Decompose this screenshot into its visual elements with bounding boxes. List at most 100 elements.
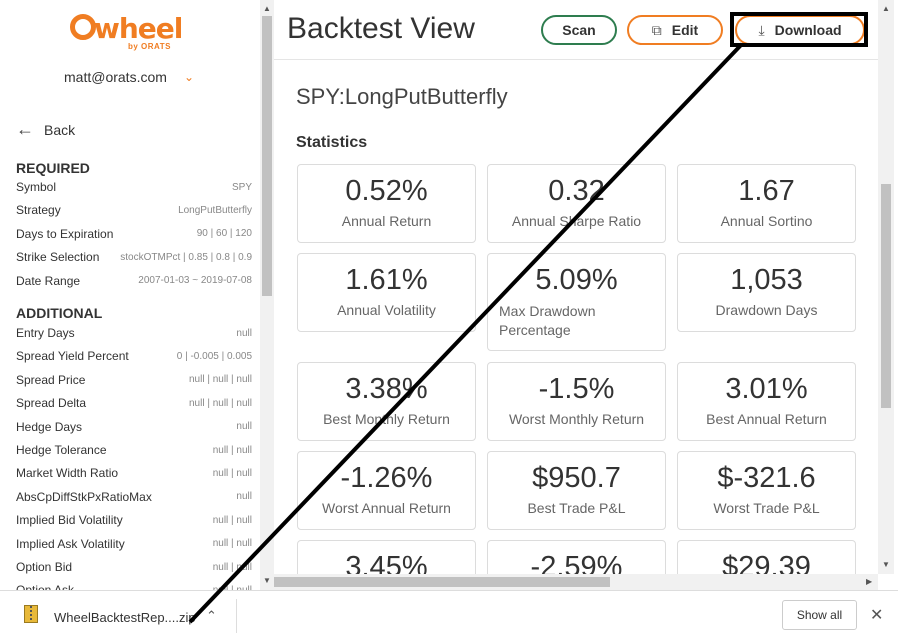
wheel-logo-icon: [70, 14, 96, 40]
stat-label: Drawdown Days: [715, 302, 818, 318]
param-name: Spread Delta: [16, 396, 87, 411]
user-email[interactable]: matt@orats.com: [64, 69, 167, 85]
scroll-right-icon[interactable]: ▶: [866, 577, 873, 586]
param-name: Strike Selection: [16, 250, 100, 265]
param-name: Symbol: [16, 180, 57, 194]
stat-value: 0.32: [548, 175, 605, 207]
param-value: 90 | 60 | 120: [196, 228, 252, 240]
stat-card: -2.59%: [487, 540, 666, 574]
param-name: Implied Bid Volatility: [16, 513, 123, 528]
param-name: Option Ask: [16, 583, 74, 590]
download-button[interactable]: ⤓ Download: [735, 15, 865, 45]
required-row: Symbol SPY: [16, 177, 252, 197]
stat-label: Annual Volatility: [337, 302, 436, 318]
stat-card: 1.67 Annual Sortino: [677, 164, 856, 243]
scan-button[interactable]: Scan: [541, 15, 617, 45]
param-name: Implied Ask Volatility: [16, 536, 125, 551]
param-name: AbsCpDiffStkPxRatioMax: [16, 489, 152, 504]
back-link[interactable]: ← Back: [16, 119, 75, 140]
param-name: Option Bid: [16, 560, 73, 574]
param-name: Date Range: [16, 273, 81, 288]
header: Backtest View Scan ⧉ Edit ⤓ Download: [274, 0, 878, 60]
required-title: REQUIRED: [16, 160, 90, 176]
param-value: null | null: [212, 514, 252, 526]
edit-button[interactable]: ⧉ Edit: [627, 15, 723, 45]
stat-card: 0.52% Annual Return: [297, 164, 476, 243]
stat-value: 0.52%: [345, 175, 428, 207]
stat-card: 3.38% Best Monthly Return: [297, 362, 476, 441]
stat-label: Worst Annual Return: [322, 500, 451, 516]
main-vertical-scrollbar[interactable]: ▲ ▼: [878, 0, 894, 574]
stat-card: 0.32 Annual Sharpe Ratio: [487, 164, 666, 243]
horizontal-scroll-thumb[interactable]: [274, 577, 610, 587]
param-value: null: [236, 491, 252, 503]
stat-label: Annual Return: [341, 213, 432, 229]
sidebar-scroll-thumb[interactable]: [262, 16, 272, 296]
scan-label: Scan: [562, 22, 596, 38]
param-name: Hedge Tolerance: [16, 443, 107, 457]
required-row: Date Range 2007-01-03 ~ 2019-07-08: [16, 271, 252, 291]
param-value: SPY: [231, 181, 252, 193]
close-icon[interactable]: ✕: [870, 607, 884, 624]
param-value: 2007-01-03 ~ 2019-07-08: [138, 275, 252, 287]
param-value: null | null: [212, 444, 252, 456]
additional-title: ADDITIONAL: [16, 305, 103, 321]
stat-label: Worst Trade P&L: [713, 500, 820, 516]
param-value: null: [236, 421, 252, 433]
stat-value: 1.67: [738, 175, 795, 207]
additional-row: Market Width Ratio null | null: [16, 463, 252, 483]
statistics-title: Statistics: [296, 134, 368, 151]
stat-label: Annual Sharpe Ratio: [511, 213, 642, 229]
stat-card: 5.09% Max Drawdown Percentage: [487, 253, 666, 351]
required-row: Days to Expiration 90 | 60 | 120: [16, 224, 252, 244]
main-scroll-thumb[interactable]: [881, 184, 891, 408]
scroll-up-icon[interactable]: ▲: [263, 4, 271, 13]
required-row: Strike Selection stockOTMPct | 0.85 | 0.8…: [16, 247, 252, 267]
stat-value: $-321.6: [717, 462, 816, 494]
additional-row: Spread Delta null | null | null: [16, 393, 252, 413]
param-name: Strategy: [16, 203, 61, 218]
edit-label: Edit: [671, 22, 699, 38]
stat-label: Best Monthly Return: [323, 411, 450, 427]
stat-value: $29.39: [722, 551, 811, 574]
param-name: Days to Expiration: [16, 226, 114, 241]
required-row: Strategy LongPutButterfly: [16, 200, 252, 220]
param-name: Hedge Days: [16, 419, 83, 434]
scroll-down-icon[interactable]: ▼: [882, 560, 890, 569]
sidebar-scrollbar[interactable]: ▲ ▼: [260, 0, 274, 590]
stat-value: 1.61%: [345, 264, 428, 296]
stat-value: -1.5%: [538, 373, 615, 405]
download-bar: WheelBacktestRep....zip ⌃ Show all ✕: [0, 590, 898, 639]
additional-row: AbsCpDiffStkPxRatioMax null: [16, 487, 252, 507]
stat-card: -1.26% Worst Annual Return: [297, 451, 476, 530]
back-label: Back: [44, 121, 76, 138]
param-value: null | null: [212, 538, 252, 550]
download-filename[interactable]: WheelBacktestRep....zip: [54, 610, 196, 625]
param-value: LongPutButterfly: [178, 204, 252, 216]
stat-value: 3.45%: [345, 551, 428, 574]
main-content: SPY:LongPutButterfly Statistics 0.52% Ann…: [274, 60, 878, 574]
stat-label: Worst Monthly Return: [508, 411, 645, 427]
scroll-up-icon[interactable]: ▲: [882, 4, 890, 13]
download-label: Download: [774, 22, 842, 38]
param-value: null | null: [212, 467, 252, 479]
stat-card: $29.39: [677, 540, 856, 574]
param-name: Spread Price: [16, 372, 86, 387]
stat-label: Annual Sortino: [720, 213, 813, 229]
chevron-down-icon[interactable]: ⌄: [184, 70, 195, 84]
main-horizontal-scrollbar[interactable]: ▶: [274, 574, 878, 590]
param-value: null | null | null: [188, 397, 252, 409]
logo-by-text: by ORATS: [128, 42, 171, 51]
additional-row: Option Bid null | null: [16, 557, 252, 577]
chevron-up-icon[interactable]: ⌃: [206, 608, 217, 623]
stat-label: Best Annual Return: [706, 411, 827, 427]
stat-card: 1,053 Drawdown Days: [677, 253, 856, 332]
wheel-logo[interactable]: wheel by ORATS: [70, 12, 183, 52]
show-all-button[interactable]: Show all: [782, 600, 857, 630]
stat-card: -1.5% Worst Monthly Return: [487, 362, 666, 441]
stat-label: Max Drawdown Percentage: [499, 303, 596, 338]
param-name: Market Width Ratio: [16, 466, 119, 481]
scroll-down-icon[interactable]: ▼: [263, 576, 271, 585]
param-value: null | null: [212, 561, 252, 573]
additional-row: Implied Bid Volatility null | null: [16, 510, 252, 530]
